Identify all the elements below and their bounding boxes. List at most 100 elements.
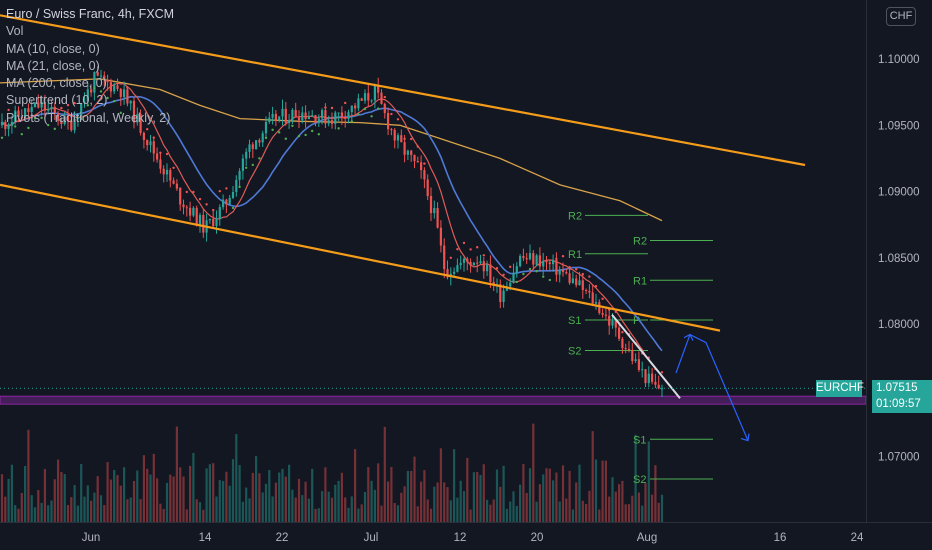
legend-ma21[interactable]: MA (21, close, 0)	[6, 58, 100, 73]
volume-bar	[90, 500, 93, 522]
symbol-price-tag: EURCHF	[816, 380, 864, 397]
volume-bar	[535, 501, 538, 522]
volume-bar	[657, 502, 660, 522]
legend-pivots[interactable]: Pivots (Traditional, Weekly, 2)	[6, 110, 171, 125]
volume-bar	[4, 496, 7, 522]
candle-body	[565, 272, 568, 274]
supertrend-dot	[515, 280, 518, 284]
candle-body	[63, 115, 66, 124]
price-axis[interactable]: 1.10000 1.09500 1.09000 1.08500 1.08000 1.070…	[878, 54, 920, 464]
volume-bar	[222, 480, 225, 522]
candle-body	[70, 121, 73, 131]
candle-body	[129, 100, 132, 104]
volume-bar	[43, 469, 46, 522]
candle-body	[522, 256, 525, 259]
volume-bar	[10, 464, 13, 522]
candle-body	[109, 82, 112, 92]
candle-body	[33, 102, 37, 108]
candle-body	[479, 261, 482, 264]
supertrend-dot	[561, 255, 565, 258]
volume-bar	[598, 509, 601, 522]
supertrend-dot	[377, 107, 380, 110]
volume-bar	[492, 499, 495, 522]
volume-bar	[116, 475, 119, 522]
volume-bar	[429, 508, 433, 522]
candle-body	[486, 264, 489, 272]
volume-bar	[519, 484, 522, 522]
time-tick-label: 16	[774, 532, 787, 544]
supertrend-dot	[588, 275, 591, 278]
candle-body	[80, 103, 83, 118]
legend-ma200[interactable]: MA (200, close, 0)	[6, 76, 107, 91]
volume-bar	[390, 467, 393, 522]
supertrend-dot	[53, 127, 56, 131]
volume-bar	[136, 470, 139, 522]
supertrend-dot	[344, 101, 347, 105]
time-axis[interactable]: Jun 14 22 Jul 12 20 Aug 16 24	[82, 532, 864, 544]
supertrend-dot	[139, 115, 142, 119]
volume-bar	[40, 502, 43, 522]
supertrend-dot	[198, 197, 202, 201]
volume-bar	[202, 509, 205, 522]
volume-bar	[466, 457, 469, 522]
supertrend-dot	[264, 136, 268, 140]
currency-button[interactable]: CHF	[886, 7, 916, 26]
candle-body	[324, 110, 327, 124]
volume-bar	[76, 505, 79, 522]
supertrend-dot	[614, 310, 617, 313]
price-tick-label: 1.09500	[878, 120, 920, 132]
volume-bar	[334, 484, 337, 522]
volume-bar	[363, 491, 367, 522]
supertrend-dot	[119, 111, 123, 115]
legend-supertrend[interactable]: Supertrend (10, 2)	[6, 93, 108, 108]
time-tick-label: Jul	[364, 532, 379, 544]
candle-body	[90, 89, 93, 93]
projection-arrow[interactable]	[675, 333, 749, 441]
candle-body	[103, 75, 106, 80]
symbol-title[interactable]: Euro / Swiss Franc, 4h, FXCM	[6, 7, 175, 21]
volume-bar	[400, 492, 403, 522]
volume-bar	[162, 508, 165, 522]
candle-body	[24, 108, 27, 119]
candle-body	[4, 121, 7, 129]
supertrend-dot	[284, 137, 287, 140]
volume-bar	[641, 505, 644, 522]
candle-body	[241, 158, 244, 171]
supertrend-dot	[238, 185, 241, 189]
candle-body	[159, 159, 162, 169]
trend-channel-upper[interactable]	[0, 14, 806, 167]
volume-bar	[7, 478, 10, 522]
volume-bar	[426, 499, 429, 522]
candle-body	[238, 170, 241, 180]
volume-bar	[0, 474, 4, 522]
volume-bar	[311, 468, 314, 522]
trend-channel-lower[interactable]	[0, 183, 721, 332]
legend-volume[interactable]: Vol	[6, 24, 24, 39]
wedge-trendline[interactable]	[611, 314, 681, 399]
candle-body	[179, 188, 182, 205]
volume-bar	[109, 479, 112, 522]
supertrend-dot	[159, 151, 162, 155]
volume-bar	[123, 467, 126, 522]
volume-bar	[103, 505, 106, 522]
volume-bar	[212, 463, 215, 522]
supertrend-dot	[20, 132, 23, 136]
candle-body	[624, 348, 627, 350]
candle-body	[245, 151, 248, 159]
supertrend-dot	[185, 190, 188, 194]
candle-body	[436, 208, 439, 228]
candle-body	[423, 170, 426, 180]
candle-body	[380, 92, 383, 104]
volume-bar	[179, 467, 182, 522]
candle-body	[525, 258, 528, 260]
volume-bar	[604, 460, 607, 522]
volume-bar	[627, 504, 631, 522]
candle-body	[278, 116, 281, 121]
supertrend-dot	[0, 136, 4, 139]
volume-bar	[24, 465, 27, 522]
legend-ma10[interactable]: MA (10, close, 0)	[6, 41, 100, 56]
volume-bar	[66, 505, 70, 522]
volume-bar	[525, 493, 528, 522]
candle-body	[571, 278, 574, 283]
